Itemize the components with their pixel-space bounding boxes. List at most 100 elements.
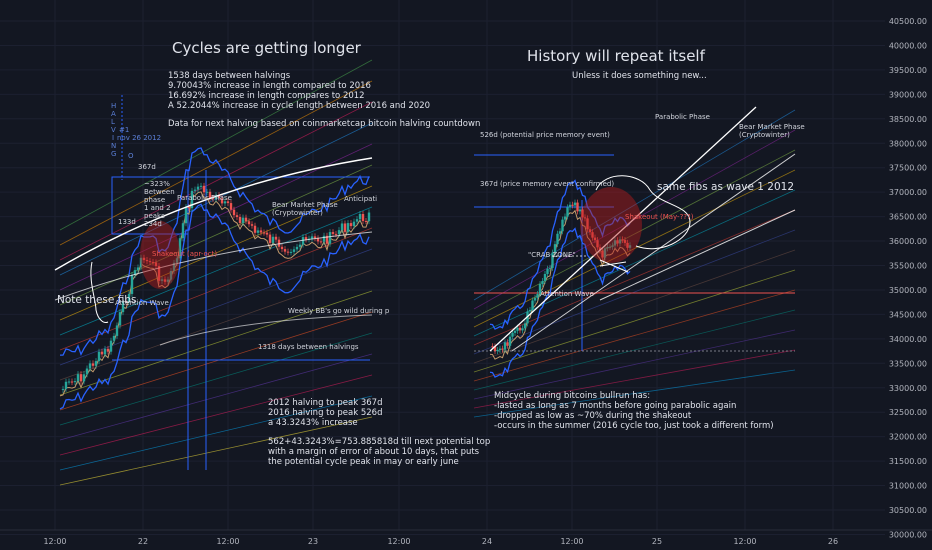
left-candle <box>259 230 263 233</box>
left-candle <box>271 236 275 243</box>
right-candle <box>501 348 504 350</box>
right-candle <box>578 209 582 212</box>
left-candle <box>361 214 365 221</box>
y-tick-label: 33000.00 <box>889 384 927 393</box>
left-panel: Cycles are getting longer 1538 days betw… <box>54 39 490 486</box>
left-candle <box>253 225 257 233</box>
right-candle <box>528 309 532 312</box>
y-tick-label: 30000.00 <box>889 530 927 539</box>
left-candle <box>223 201 227 204</box>
left-candle <box>151 262 155 264</box>
left-candle <box>310 236 314 239</box>
left-stat-4: A 52.2044% increase in cycle length betw… <box>168 101 430 111</box>
right-candle <box>618 239 622 244</box>
y-tick-label: 40000.00 <box>889 41 927 50</box>
right-candle <box>521 328 524 331</box>
right-bear-label-1: Bear Market Phase <box>739 123 805 131</box>
right-candle <box>603 248 607 258</box>
left-candle <box>208 191 212 199</box>
right-candle <box>548 267 552 269</box>
left-bottom-6: with a margin of error of about 10 days,… <box>268 447 480 457</box>
left-bb-upper <box>59 147 370 356</box>
same-fibs-label: same fibs as wave 1 2012 <box>657 181 794 193</box>
left-candle <box>301 237 305 245</box>
left-candle <box>181 223 185 239</box>
y-tick-label: 37000.00 <box>889 188 927 197</box>
right-candle <box>611 245 614 247</box>
right-middle-trendline <box>511 153 796 352</box>
left-candle <box>115 325 119 336</box>
left-candle <box>169 270 173 280</box>
right-candles <box>491 199 632 355</box>
right-fib-line <box>473 129 796 310</box>
left-source-note: Data for next halving based on coinmarke… <box>168 119 480 129</box>
left-candle <box>160 279 164 281</box>
left-candle <box>358 214 362 220</box>
right-candle <box>551 252 554 268</box>
left-candle <box>142 257 146 261</box>
left-candle <box>82 374 86 382</box>
right-candle <box>511 332 514 337</box>
right-candle <box>593 237 597 241</box>
right-bottom-1: Midcycle during bitcoins bullrun has: <box>494 391 650 401</box>
y-tick-label: 39500.00 <box>889 66 927 75</box>
x-tick-label: 24 <box>482 537 492 546</box>
right-candle <box>616 240 619 244</box>
right-candle <box>493 346 497 352</box>
right-candle <box>516 327 519 331</box>
right-subtitle: Unless it does something new... <box>572 71 707 81</box>
x-tick-label: 22 <box>138 537 148 546</box>
right-attention-label: Attention Wave <box>540 290 594 298</box>
left-candle <box>106 348 110 352</box>
right-candle <box>491 346 494 348</box>
right-candle <box>508 336 512 346</box>
left-candle <box>289 251 293 253</box>
right-fib-line <box>473 169 796 328</box>
right-candle <box>606 246 609 249</box>
left-candle <box>211 198 215 200</box>
right-bottom-4: -occurs in the summer (2016 cycle too, j… <box>494 421 774 431</box>
right-upper-trendline <box>489 106 757 352</box>
label-133d: 133d <box>118 218 136 226</box>
left-candle <box>178 238 182 259</box>
left-fib-line <box>59 206 373 336</box>
left-candle <box>256 230 260 233</box>
days-1318-label: 1318 days between halvings <box>258 343 359 351</box>
right-candle <box>626 242 629 248</box>
left-title: Cycles are getting longer <box>172 39 362 57</box>
left-fib-line <box>59 185 373 321</box>
right-fib-line <box>473 329 796 400</box>
left-candle <box>199 185 203 187</box>
left-candle <box>67 381 71 383</box>
left-candle <box>112 335 116 341</box>
right-candle <box>558 231 562 234</box>
left-fib-line <box>59 311 373 411</box>
left-stat-3: 16.692% increase in length compares to 2… <box>168 91 365 101</box>
left-attention-label: Attention Wave <box>115 299 169 307</box>
y-tick-label: 32500.00 <box>889 408 927 417</box>
right-candle <box>538 283 542 295</box>
left-candle <box>139 257 143 268</box>
y-tick-label: 32000.00 <box>889 433 927 442</box>
left-candle <box>331 232 335 234</box>
y-tick-label: 38500.00 <box>889 115 927 124</box>
y-tick-label: 30500.00 <box>889 506 927 515</box>
right-bb-lower <box>489 227 631 378</box>
left-fib-line <box>59 290 373 396</box>
y-tick-label: 31500.00 <box>889 457 927 466</box>
right-bottom-3: -dropped as low as ~70% during the shake… <box>494 411 692 421</box>
right-title: History will repeat itself <box>527 47 706 65</box>
right-fib-line <box>473 349 796 409</box>
crab-zone-label: "CRAB ZONE" <box>528 251 576 259</box>
right-fib-line <box>473 269 796 373</box>
left-shakeout-ellipse <box>140 221 180 289</box>
left-candle <box>124 301 128 303</box>
x-axis: 12:00 22 12:00 23 12:00 24 12:00 25 12:00 26 <box>43 537 838 546</box>
left-candle <box>298 244 302 247</box>
left-candle <box>85 368 89 375</box>
right-candle <box>601 250 604 258</box>
y-tick-label: 33500.00 <box>889 359 927 368</box>
right-fib-line <box>473 309 796 391</box>
